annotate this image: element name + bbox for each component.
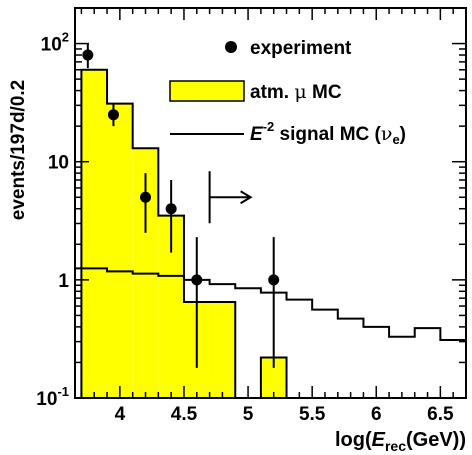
mc-bar [81, 69, 108, 398]
x-tick-label: 4.5 [171, 404, 198, 425]
legend-mc-swatch [169, 80, 245, 102]
y-tick-label: 10-1 [36, 384, 69, 410]
cut-arrow-head [240, 190, 253, 205]
experiment-point [107, 109, 119, 121]
legend-experiment-label: experiment [250, 38, 352, 59]
y-tick-label: 1 [58, 271, 69, 292]
y-axis-label: events/197d/0.2 [8, 80, 29, 220]
x-tick-label: 4 [115, 404, 126, 425]
experiment-point [140, 191, 152, 203]
x-tick-label: 5.5 [299, 404, 326, 425]
mc-bar [209, 301, 236, 398]
x-tick-label: 6 [371, 404, 382, 425]
legend: experiment atm. μ MC E-2 signal MC (νe) [169, 38, 406, 147]
plot-frame [74, 7, 467, 399]
x-tick-label: 5 [243, 404, 254, 425]
legend-signal-label: E-2 signal MC (νe) [250, 119, 406, 147]
x-axis-label: log(Erec(GeV)) [335, 429, 466, 454]
experiment-point [82, 49, 94, 61]
y-tick-label: 10 [48, 153, 69, 174]
legend-experiment-marker [225, 41, 237, 53]
experiment-point [191, 274, 203, 286]
axis-layer: 4 4.5 5 5.5 6 6.5 10-1 1 10 102 [36, 7, 467, 425]
x-tick-label: 6.5 [427, 404, 454, 425]
y-tick-label: 102 [41, 30, 69, 56]
experiment-point [165, 203, 177, 215]
plot-layer [75, 43, 466, 398]
mc-outline [80, 68, 237, 398]
legend-mc-label: atm. μ MC [250, 81, 342, 103]
experiment-point [268, 274, 280, 286]
mc-bar [107, 103, 133, 398]
